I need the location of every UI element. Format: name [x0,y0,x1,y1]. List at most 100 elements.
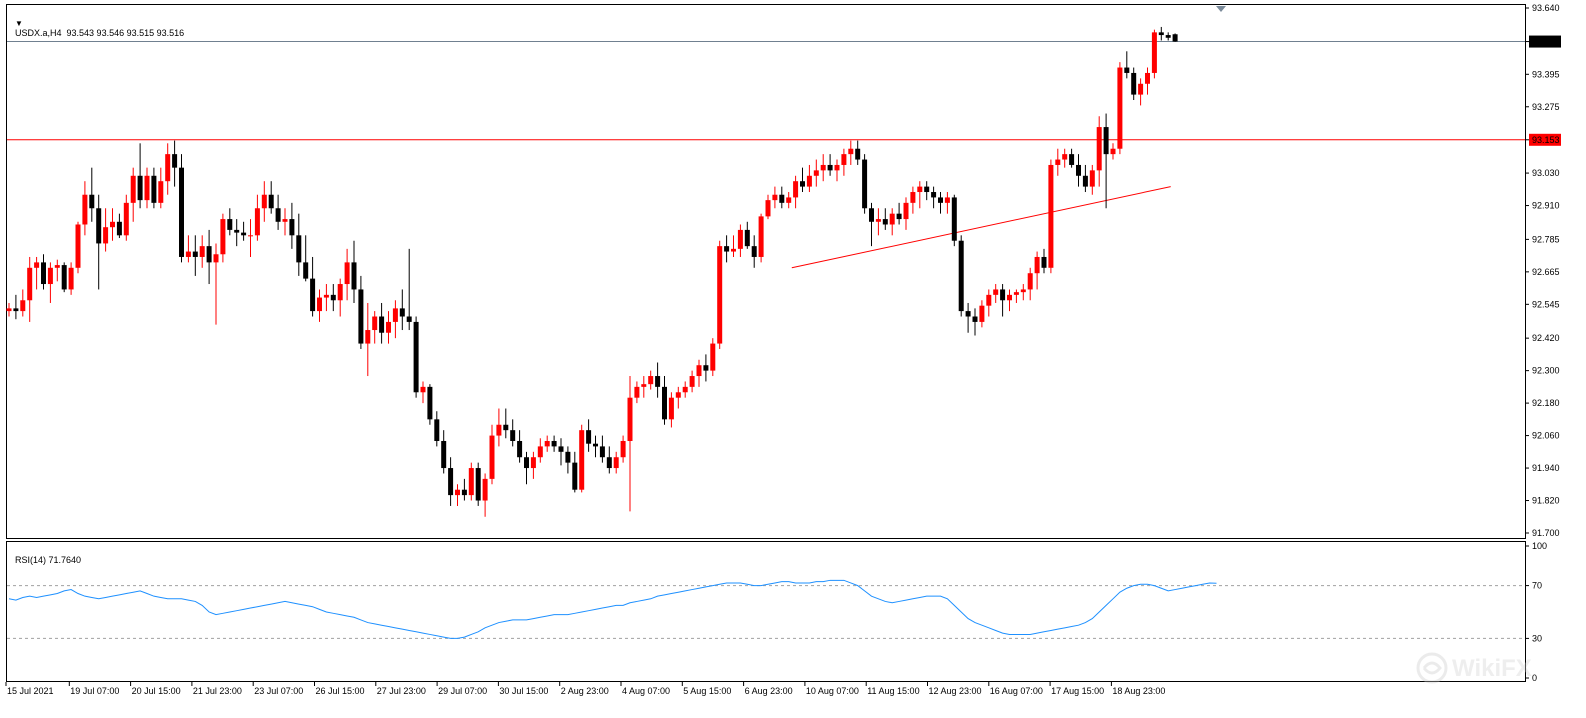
candle-body [889,213,895,225]
candle [869,202,874,247]
price-tick-label: 92.060 [1532,431,1560,441]
candle-body [427,386,433,420]
candle [779,186,785,209]
candle-body [606,457,612,469]
candle-body [461,489,467,496]
rsi-tick-label: 100 [1532,541,1547,551]
candle-body [1096,127,1102,171]
candle [165,143,171,195]
time-tick-label: 4 Aug 07:00 [622,686,670,696]
candle-body [206,246,212,263]
candle-body [455,489,460,496]
candle-body [579,430,585,490]
candle [931,186,937,209]
candle-body [1076,164,1081,176]
candle-body [717,246,723,344]
candle [662,376,667,425]
candle [634,381,640,404]
candle [648,370,654,390]
price-tick-label: 93.516 [1532,37,1560,47]
triangle-down-icon[interactable]: ▼ [15,19,23,28]
candle-body [1151,32,1157,73]
time-tick-label: 2 Aug 23:00 [561,686,609,696]
rsi-tick-label: 30 [1532,633,1542,643]
candle-body [185,251,191,257]
candle-body [103,227,109,244]
candle [1055,148,1061,176]
candle-body [1089,170,1095,187]
candle-body [710,343,716,371]
candle-body [1124,67,1130,73]
candle-body [20,300,26,312]
candle-body [751,246,757,257]
candle-body [882,219,888,225]
candle [689,370,695,393]
candle [289,202,295,249]
candle-body [537,446,543,458]
candle-body [220,219,226,255]
candle [54,259,60,282]
candle [399,289,405,331]
candle-body [793,181,799,198]
candle [220,213,226,263]
candle-body [641,384,647,387]
candle [1124,51,1130,79]
candle [703,354,709,382]
candle [537,438,543,463]
candle [889,208,895,236]
candle [213,243,219,325]
candle [1007,289,1012,312]
candle [917,181,923,209]
candle-body [903,202,909,220]
candle [710,338,716,377]
candle-body [524,457,529,469]
price-tick-label: 93.030 [1532,168,1560,178]
candle-body [813,170,819,176]
candle-body [869,208,874,222]
candle [1138,78,1144,106]
candle [510,419,516,447]
candle [151,167,157,209]
candle-body [627,397,633,441]
candle [116,213,122,239]
candle-body [413,321,419,393]
candle-body [875,219,881,222]
candle-body [54,265,60,268]
time-tick-label: 30 Jul 15:00 [499,686,548,696]
candle-body [358,289,364,344]
candle [806,164,812,193]
candle [358,275,364,349]
candle-body [351,262,357,290]
candle-body [275,208,281,222]
symbol-quote-text: USDX.a,H4 93.543 93.546 93.515 93.516 [15,28,185,38]
candle [579,424,585,493]
candle [1041,248,1047,274]
candle-body [6,308,12,312]
price-tag-bg [1529,35,1561,48]
candle-body [172,154,178,168]
candle [565,446,571,474]
candle [993,284,999,303]
candle-body [703,365,709,371]
candle [75,221,81,274]
candle [593,435,598,458]
price-tick-label: 92.420 [1532,333,1560,343]
candle-body [558,446,564,452]
candle-body [993,289,999,295]
chart-shift-marker-icon[interactable] [1216,6,1226,12]
candle-body [82,194,88,225]
price-tick-label: 92.545 [1532,299,1560,309]
candle [924,181,930,201]
rsi-info: RSI(14) 71.7640 [10,545,81,565]
candle-body [551,440,557,447]
candle [1131,67,1137,101]
candle [365,302,371,377]
time-tick-label: 19 Jul 07:00 [70,686,119,696]
candle-body [758,216,764,257]
price-tick-label: 91.940 [1532,463,1560,473]
candle-body [475,468,481,501]
candle [620,435,626,463]
